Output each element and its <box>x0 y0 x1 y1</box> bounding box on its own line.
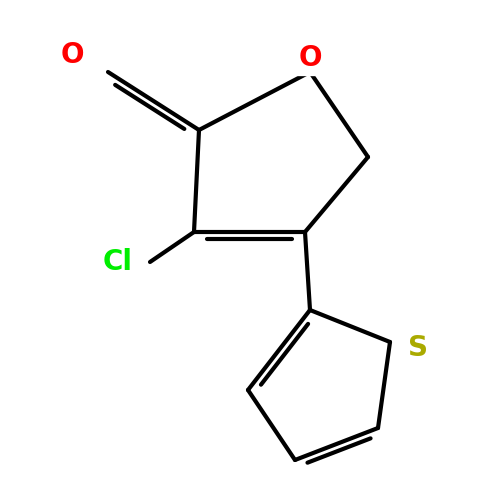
Text: Cl: Cl <box>103 248 133 276</box>
Text: O: O <box>60 41 84 69</box>
Text: O: O <box>298 44 322 72</box>
Text: S: S <box>408 334 428 362</box>
